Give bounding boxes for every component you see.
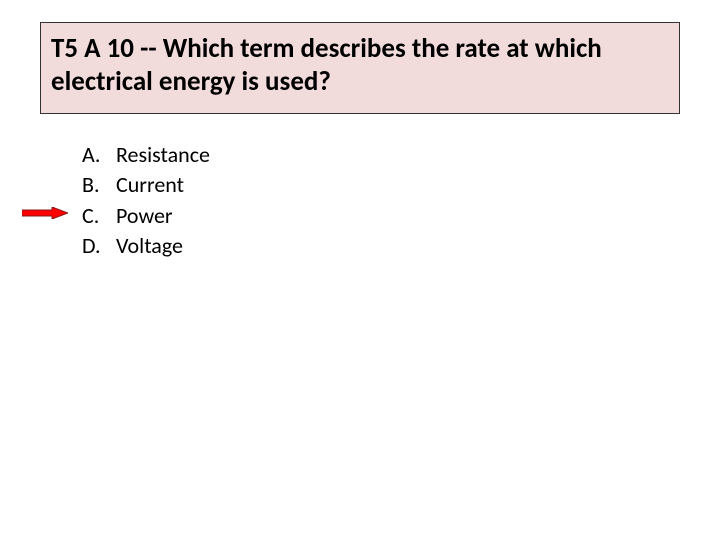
answer-option-c: C. Power <box>82 201 210 231</box>
answer-option-a: A. Resistance <box>82 140 210 170</box>
answer-text: Voltage <box>116 231 183 261</box>
answer-text: Resistance <box>116 140 210 170</box>
question-separator: -- <box>140 32 157 65</box>
question-box: T5 A 10 -- Which term describes the rate… <box>40 22 680 114</box>
answer-letter: A. <box>82 140 116 170</box>
question-text: T5 A 10 -- Which term describes the rate… <box>51 33 665 99</box>
answer-option-b: B. Current <box>82 170 210 200</box>
answer-option-d: D. Voltage <box>82 231 210 261</box>
correct-answer-arrow-icon <box>22 207 68 219</box>
answer-letter: B. <box>82 170 116 200</box>
question-id: T5 A 10 <box>51 32 134 65</box>
arrow-polygon <box>22 207 68 219</box>
answer-list: A. Resistance B. Current C. Power D. Vol… <box>82 140 210 261</box>
answer-text: Power <box>116 201 173 231</box>
answer-letter: C. <box>82 201 116 231</box>
question-body: Which term describes the rate at which e… <box>51 32 602 98</box>
answer-text: Current <box>116 170 184 200</box>
answer-letter: D. <box>82 231 116 261</box>
slide: T5 A 10 -- Which term describes the rate… <box>0 0 720 540</box>
